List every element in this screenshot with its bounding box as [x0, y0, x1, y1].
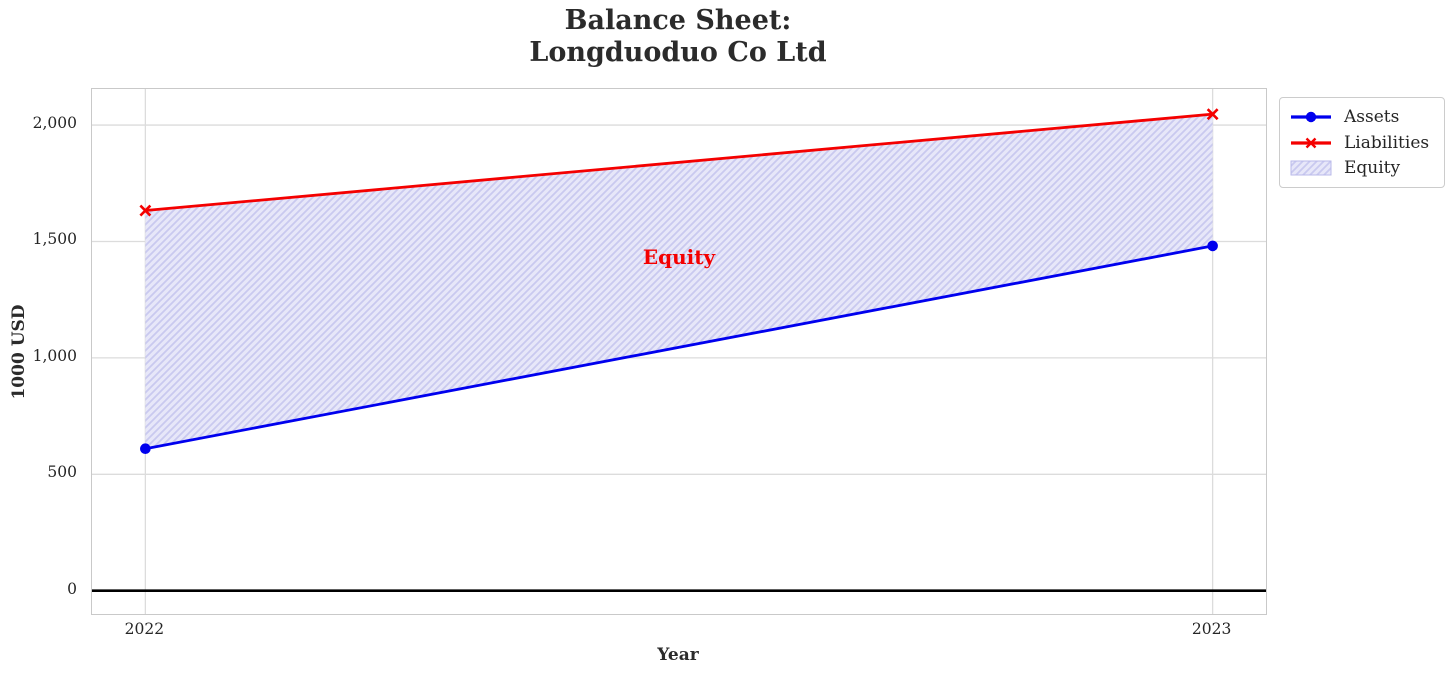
assets-line-icon: [1291, 111, 1331, 122]
x-axis-label: Year: [657, 645, 699, 665]
y-tick-label: 1,000: [32, 346, 77, 365]
chart-title-line2: Longduoduo Co Ltd: [529, 37, 827, 68]
x-tick-label: 2022: [124, 620, 165, 638]
chart-title: Balance Sheet: Longduoduo Co Ltd: [91, 5, 1265, 69]
chart-title-line1: Balance Sheet:: [564, 5, 792, 36]
x-axis-tick-labels: 2022 2023: [91, 620, 1265, 642]
y-tick-label: 1,500: [32, 230, 77, 249]
plot-area: Equity: [91, 88, 1267, 615]
equity-area-annotation: Equity: [642, 244, 716, 269]
liabilities-marker: [1206, 108, 1219, 121]
equity-patch-icon: [1290, 160, 1332, 176]
x-tick-label: 2023: [1191, 620, 1232, 638]
legend-label-assets: Assets: [1344, 106, 1400, 127]
legend-item-assets: Assets: [1290, 107, 1434, 127]
legend-item-liabilities: Liabilities: [1290, 133, 1434, 153]
liabilities-line: [145, 112, 1213, 212]
assets-line: [145, 244, 1213, 451]
legend-item-equity: Equity: [1290, 158, 1434, 178]
assets-marker: [140, 443, 151, 455]
legend-label-equity: Equity: [1344, 158, 1401, 179]
y-tick-label: 2,000: [32, 114, 77, 133]
legend-label-liabilities: Liabilities: [1344, 132, 1430, 153]
y-tick-label: 0: [67, 579, 77, 598]
chart-canvas: [92, 89, 1266, 614]
y-axis-tick-labels: 0 500 1,000 1,500 2,000: [0, 88, 77, 613]
equity-area: [145, 114, 1213, 449]
y-tick-label: 500: [47, 463, 77, 482]
liabilities-line-icon: [1291, 137, 1331, 148]
assets-marker: [1207, 240, 1218, 252]
liabilities-marker: [139, 204, 152, 217]
legend: Assets Liabilities Equity: [1279, 97, 1445, 188]
